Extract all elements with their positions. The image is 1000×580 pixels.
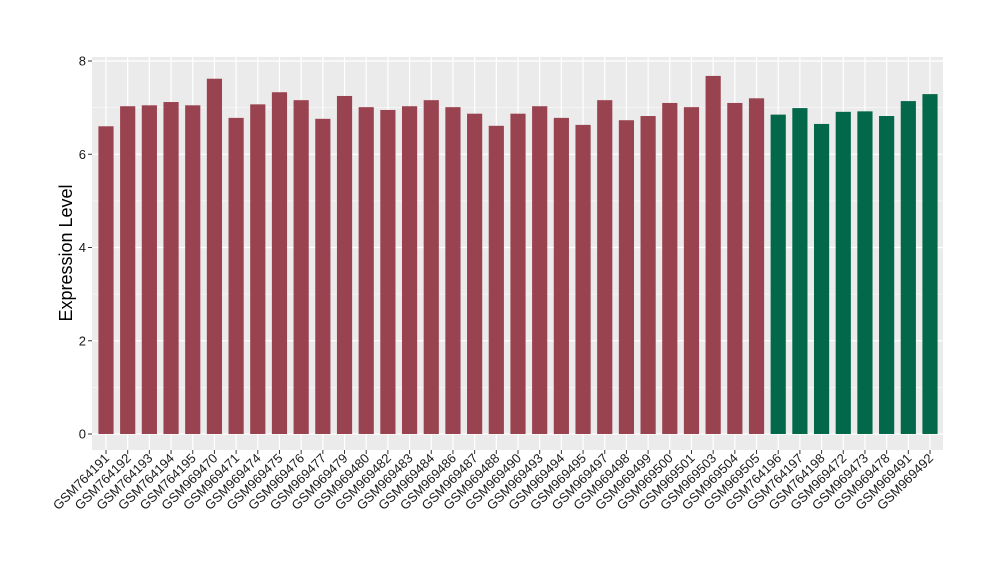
y-tick-label: 4 bbox=[79, 240, 86, 255]
bar bbox=[597, 100, 613, 434]
bar bbox=[98, 126, 114, 435]
bar bbox=[879, 116, 895, 434]
bar bbox=[228, 117, 244, 434]
bar bbox=[185, 105, 201, 434]
bar bbox=[532, 106, 548, 434]
bar bbox=[575, 124, 591, 434]
bar bbox=[835, 111, 851, 434]
y-axis-title: Expression Level bbox=[56, 184, 76, 321]
bar bbox=[618, 120, 635, 435]
bar bbox=[857, 111, 873, 434]
bar bbox=[293, 100, 309, 434]
bar bbox=[813, 123, 830, 434]
y-tick-label: 0 bbox=[79, 427, 86, 442]
bar bbox=[163, 102, 179, 434]
bar bbox=[748, 98, 765, 435]
bar bbox=[922, 94, 938, 434]
bar bbox=[401, 106, 418, 434]
bars bbox=[98, 75, 938, 435]
bar bbox=[792, 108, 808, 434]
bar bbox=[423, 100, 439, 434]
bar bbox=[445, 107, 461, 434]
bar bbox=[488, 125, 504, 434]
y-tick-label: 6 bbox=[79, 147, 86, 162]
bar bbox=[640, 116, 656, 434]
bar bbox=[206, 78, 223, 434]
y-axis: 0 2 4 6 8 bbox=[79, 54, 92, 442]
bar bbox=[467, 113, 483, 434]
bar bbox=[727, 102, 743, 435]
bar bbox=[510, 113, 526, 434]
bar bbox=[336, 95, 353, 434]
bar bbox=[380, 109, 396, 435]
bar bbox=[900, 101, 916, 434]
bar bbox=[271, 92, 288, 435]
bar bbox=[683, 107, 700, 434]
bar bbox=[250, 104, 266, 434]
bar bbox=[315, 118, 331, 434]
x-axis: GSM764191GSM764192GSM764193GSM764194GSM7… bbox=[50, 450, 936, 513]
bar bbox=[358, 107, 374, 434]
bar bbox=[662, 102, 678, 435]
bar bbox=[705, 75, 721, 435]
y-tick-label: 2 bbox=[79, 333, 86, 348]
bar bbox=[141, 105, 157, 434]
bar bbox=[770, 114, 786, 435]
bar bbox=[553, 117, 569, 434]
bar bbox=[120, 106, 136, 434]
y-tick-label: 8 bbox=[79, 54, 86, 69]
